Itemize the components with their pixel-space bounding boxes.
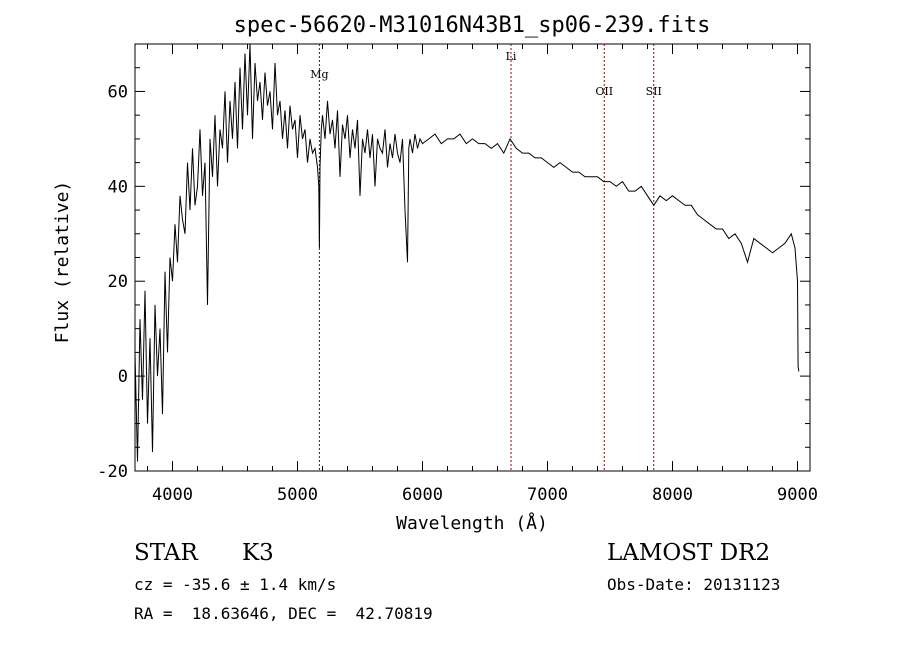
- x-tick-label: 5000: [277, 485, 318, 505]
- line-marker-label: OII: [595, 85, 613, 98]
- observation-date: Obs-Date: 20131123: [607, 575, 781, 594]
- y-tick-label: -20: [97, 462, 128, 482]
- object-subclass: K3: [242, 540, 274, 566]
- line-marker-label: Li: [506, 50, 517, 63]
- object-class: STAR: [134, 540, 198, 566]
- y-tick-label: 40: [108, 177, 128, 197]
- redshift-velocity: cz = -35.6 ± 1.4 km/s: [134, 575, 337, 594]
- x-tick-label: 9000: [777, 485, 818, 505]
- chart-title: spec-56620-M31016N43B1_sp06-239.fits: [234, 13, 711, 38]
- x-tick-label: 7000: [527, 485, 568, 505]
- y-tick-label: 0: [118, 367, 128, 387]
- spectrum-line: [134, 43, 800, 462]
- sky-coordinates: RA = 18.63646, DEC = 42.70819: [134, 604, 433, 623]
- axis-ticks: 4000 5000 6000 7000 8000 9000 -20 0 20 40 60: [97, 43, 818, 505]
- x-tick-label: 6000: [402, 485, 443, 505]
- line-markers: Mg Li OII SII: [310, 44, 662, 471]
- x-tick-label: 4000: [152, 485, 193, 505]
- y-tick-label: 20: [108, 272, 128, 292]
- line-marker-label: Mg: [310, 68, 328, 81]
- x-axis-label: Wavelength (Å): [396, 512, 548, 534]
- survey-name: LAMOST DR2: [607, 540, 771, 566]
- x-tick-label: 8000: [652, 485, 693, 505]
- y-axis-label: Flux (relative): [52, 181, 73, 344]
- line-marker-label: SII: [646, 85, 662, 98]
- y-tick-label: 60: [108, 82, 128, 102]
